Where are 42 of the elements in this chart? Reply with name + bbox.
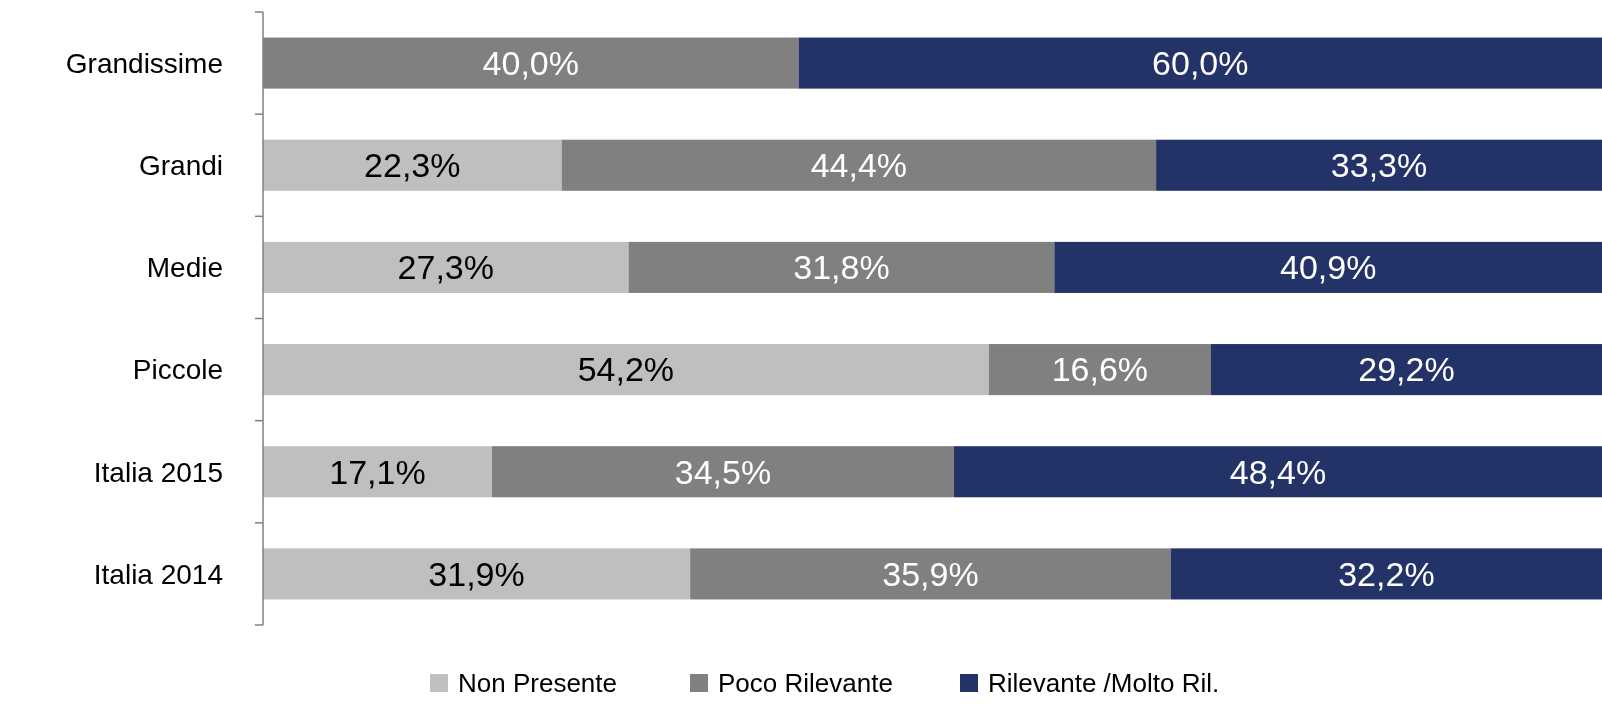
bar — [953, 446, 1602, 498]
data-label: 48,4% — [1229, 452, 1327, 491]
data-label: 35,9% — [882, 554, 979, 593]
bar — [988, 344, 1212, 396]
legend-label: Rilevante /Molto Ril. — [988, 668, 1220, 698]
data-label: 27,3% — [397, 248, 494, 287]
bar — [263, 344, 989, 396]
y-tick-label: Piccole — [132, 354, 223, 386]
bar — [491, 446, 954, 498]
data-label: 40,9% — [1279, 248, 1377, 287]
data-label: 33,3% — [1330, 146, 1428, 185]
data-label: 16,6% — [1051, 350, 1149, 389]
data-label: 29,2% — [1358, 350, 1455, 389]
data-label: 22,3% — [364, 146, 461, 185]
data-label: 60,0% — [1152, 43, 1249, 82]
bar — [263, 446, 492, 498]
y-tick-label: Medie — [146, 252, 223, 284]
data-label: 31,8% — [793, 248, 890, 287]
legend-label: Poco Rilevante — [718, 668, 893, 698]
bar — [263, 139, 562, 191]
bar — [1156, 139, 1602, 191]
bar — [561, 139, 1157, 191]
bar — [1054, 241, 1602, 293]
data-label: 17,1% — [329, 452, 426, 491]
bar — [1211, 344, 1602, 396]
data-label: 31,9% — [428, 554, 525, 593]
y-tick-label: Italia 2014 — [93, 558, 223, 590]
data-label: 54,2% — [577, 350, 675, 389]
y-tick-label: Grandi — [138, 150, 223, 182]
bar — [798, 37, 1602, 89]
y-tick-label: Italia 2015 — [93, 456, 223, 488]
data-label: 32,2% — [1338, 554, 1435, 593]
bar — [263, 548, 691, 600]
y-tick-label: Grandissime — [65, 47, 223, 79]
bar — [690, 548, 1171, 600]
bar — [263, 241, 629, 293]
data-label: 40,0% — [482, 43, 579, 82]
bar — [628, 241, 1055, 293]
legend-label: Non Presente — [458, 668, 617, 698]
bar — [1170, 548, 1602, 600]
data-label: 34,5% — [674, 452, 772, 491]
data-label: 44,4% — [810, 146, 908, 185]
